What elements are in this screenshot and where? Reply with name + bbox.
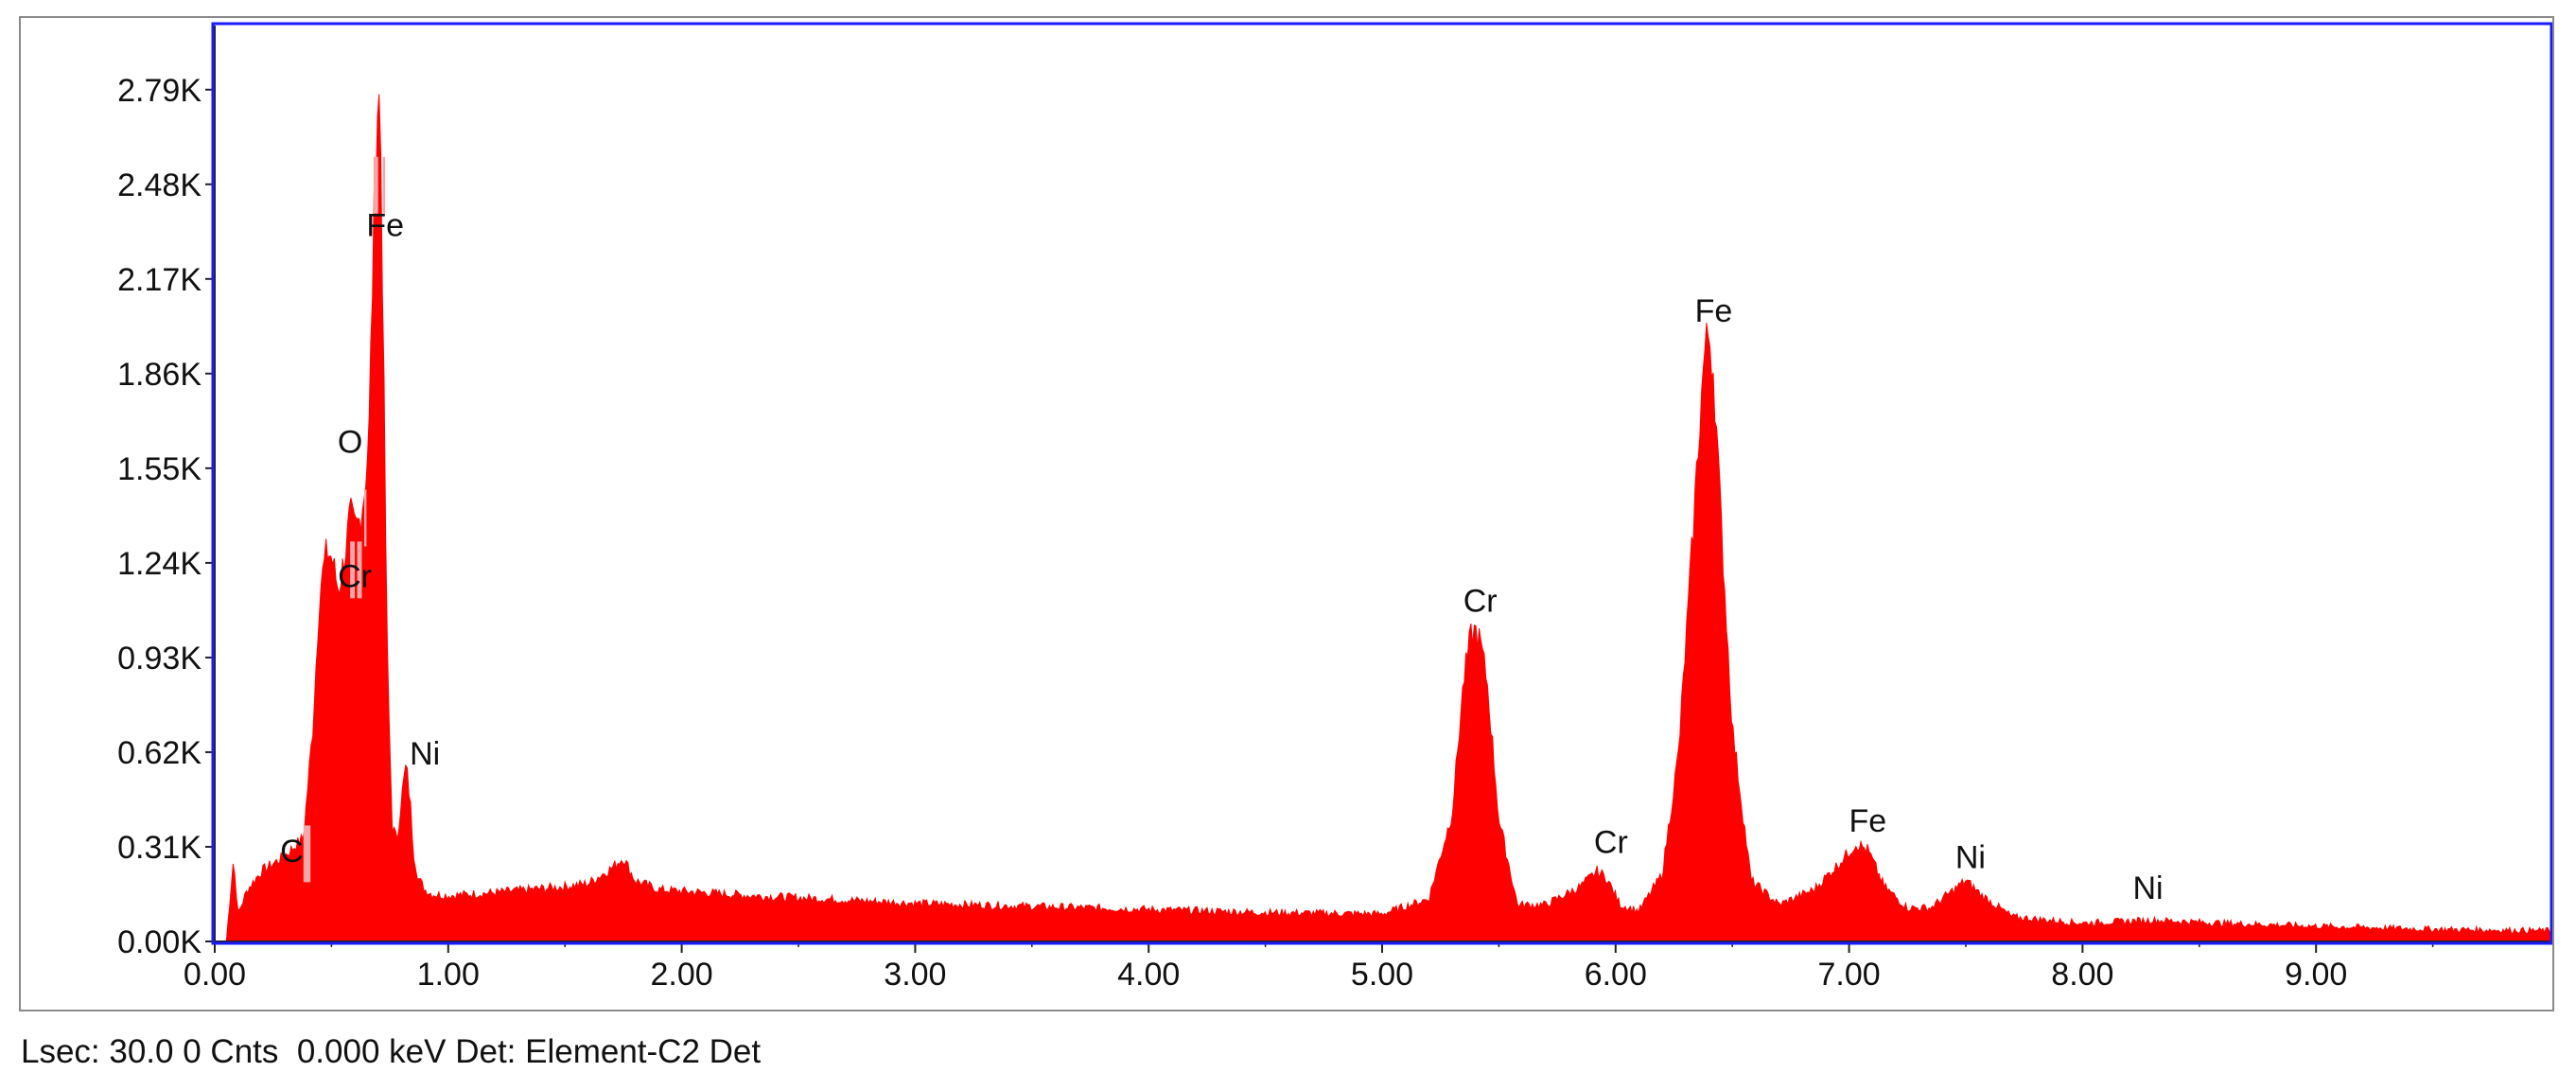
peak-label: Ni xyxy=(1955,840,1986,876)
peak-marker-5 xyxy=(382,156,386,214)
counts-readout: 0 Cnts xyxy=(183,1033,279,1070)
x-tick-label: 9.00 xyxy=(2285,957,2347,993)
x-tick-label: 6.00 xyxy=(1585,957,1647,993)
peak-marker-0 xyxy=(303,825,311,883)
y-tick-label: 2.17K xyxy=(117,262,202,298)
x-tick-label: 0.00 xyxy=(184,957,246,993)
peak-marker-4 xyxy=(373,156,378,214)
peak-label: Ni xyxy=(2132,870,2163,906)
y-tick-label: 2.48K xyxy=(117,167,202,203)
y-tick-label: 1.55K xyxy=(117,451,202,487)
x-tick-label: 2.00 xyxy=(651,957,713,993)
x-tick-label: 5.00 xyxy=(1351,957,1413,993)
y-tick-label: 0.31K xyxy=(117,830,202,866)
plot-area-border xyxy=(211,22,2552,945)
detector-readout: Det: Element-C2 Det xyxy=(455,1033,762,1070)
spectrum-chart: 0.00K 0.31K 0.62K 0.93K 1.24K 1.55K 1.86K 2.17K… xyxy=(117,22,2552,993)
peak-label: Fe xyxy=(366,208,404,244)
status-bar: Lsec: 30.0 0 Cnts 0.000 keV Det: Element… xyxy=(21,1033,761,1071)
y-tick-label: 2.79K xyxy=(117,73,202,109)
peak-label: Cr xyxy=(338,559,372,595)
peak-label: O xyxy=(338,425,362,461)
peak-label: Cr xyxy=(1594,824,1628,860)
energy-readout: 0.000 keV xyxy=(296,1033,447,1070)
y-tick-label: 0.62K xyxy=(117,735,202,771)
x-tick-label: 3.00 xyxy=(884,957,946,993)
peak-label: Ni xyxy=(410,736,440,772)
y-tick-label: 0.93K xyxy=(117,641,202,677)
peak-label: Cr xyxy=(1463,584,1498,620)
peak-label: C xyxy=(280,834,304,870)
spectrum-area xyxy=(225,94,2550,942)
y-tick-label: 0.00K xyxy=(117,924,202,960)
peak-marker-2 xyxy=(357,541,362,599)
x-tick-label: 8.00 xyxy=(2051,957,2113,993)
spectrum-chart-frame: 0.00K 0.31K 0.62K 0.93K 1.24K 1.55K 1.86K 2.17K… xyxy=(19,16,2554,1011)
y-tick-label: 1.86K xyxy=(117,357,202,393)
peak-label: Fe xyxy=(1695,293,1733,329)
x-tick-label: 7.00 xyxy=(1818,957,1881,993)
y-tick-label: 1.24K xyxy=(117,546,202,582)
x-tick-label: 1.00 xyxy=(417,957,480,993)
x-tick-label: 4.00 xyxy=(1117,957,1180,993)
peak-marker-3 xyxy=(363,489,367,547)
peak-label: Fe xyxy=(1849,803,1887,839)
lsec-readout: Lsec: 30.0 xyxy=(21,1033,174,1070)
peak-marker-1 xyxy=(350,541,356,599)
